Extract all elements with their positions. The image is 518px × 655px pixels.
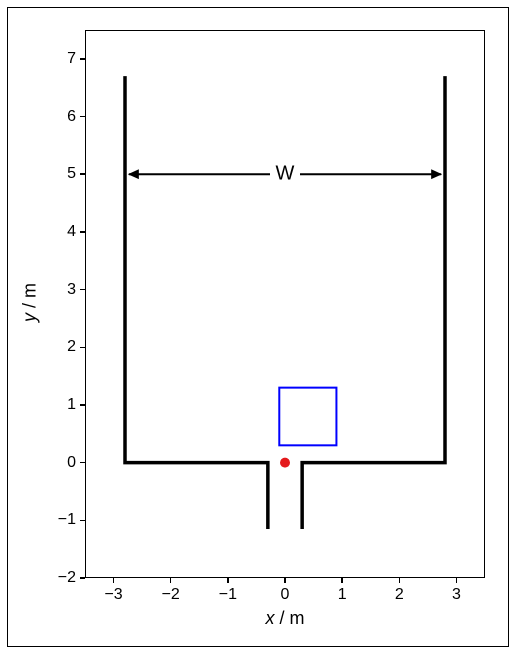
ytick xyxy=(80,173,85,175)
ytick-label: −2 xyxy=(54,569,76,587)
xtick-label: −1 xyxy=(219,586,237,604)
ytick-label: 5 xyxy=(54,165,76,183)
xtick xyxy=(227,578,229,583)
ytick xyxy=(80,520,85,522)
ylabel-slash: / xyxy=(20,298,40,313)
ytick-label: 7 xyxy=(54,50,76,68)
ylabel-var: y xyxy=(20,313,40,322)
ylabel-unit: m xyxy=(20,283,40,298)
y-axis-label: y / m xyxy=(20,263,41,343)
ytick xyxy=(80,289,85,291)
x-axis-label: x / m xyxy=(245,608,325,629)
ytick xyxy=(80,577,85,579)
xtick xyxy=(399,578,401,583)
xtick xyxy=(170,578,172,583)
xtick-label: 3 xyxy=(452,586,461,604)
ytick xyxy=(80,347,85,349)
ytick xyxy=(80,58,85,60)
xtick xyxy=(456,578,458,583)
ytick-label: 3 xyxy=(54,281,76,299)
xlabel-slash: / xyxy=(274,608,289,628)
ytick-label: 2 xyxy=(54,338,76,356)
xtick-label: −3 xyxy=(104,586,122,604)
xlabel-unit: m xyxy=(290,608,305,628)
ytick-label: 0 xyxy=(54,454,76,472)
xtick xyxy=(284,578,286,583)
xtick xyxy=(113,578,115,583)
ytick xyxy=(80,116,85,118)
ytick xyxy=(80,231,85,233)
xtick-label: 2 xyxy=(395,586,404,604)
figure-root: W x / m y / m −3 −2 −1 0 1 2 3 −2 −1 0 1 2 3 4 5 6 7 xyxy=(0,0,518,655)
ytick xyxy=(80,404,85,406)
xtick-label: 1 xyxy=(338,586,347,604)
ytick-label: 1 xyxy=(54,396,76,414)
xtick-label: 0 xyxy=(281,586,290,604)
ytick-label: 4 xyxy=(54,223,76,241)
ytick-label: −1 xyxy=(54,511,76,529)
xtick xyxy=(341,578,343,583)
ytick-label: 6 xyxy=(54,108,76,126)
axis-spines xyxy=(85,30,485,578)
ytick xyxy=(80,462,85,464)
plot-area: W xyxy=(85,30,485,578)
xtick-label: −2 xyxy=(162,586,180,604)
